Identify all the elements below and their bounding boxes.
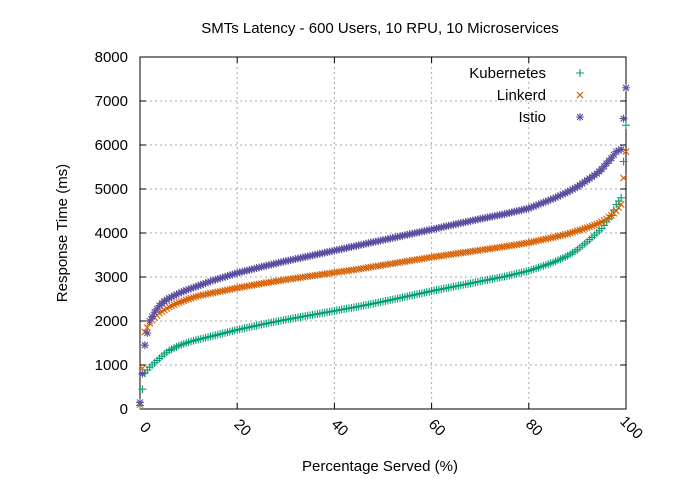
series-layer bbox=[135, 83, 631, 410]
data-point bbox=[167, 292, 176, 301]
legend-marker bbox=[575, 68, 585, 78]
x-tick-label: 0 bbox=[136, 419, 154, 437]
y-tick-label: 2000 bbox=[95, 313, 128, 330]
data-point bbox=[620, 174, 627, 182]
x-axis: 0 20 40 60 80 100 bbox=[136, 57, 646, 443]
legend-label: Linkerd bbox=[497, 87, 546, 104]
x-axis-label: Percentage Served (%) bbox=[302, 458, 458, 475]
chart-title: SMTs Latency - 600 Users, 10 RPU, 10 Mic… bbox=[201, 20, 559, 37]
data-point bbox=[617, 201, 625, 208]
data-point bbox=[135, 398, 145, 407]
y-axis: 0 1000 2000 3000 4000 5000 6000 7000 8000 bbox=[95, 49, 626, 418]
y-axis-label: Response Time (ms) bbox=[54, 164, 71, 302]
y-tick-label: 6000 bbox=[95, 137, 128, 154]
data-point bbox=[140, 341, 149, 350]
series-kubernetes bbox=[135, 121, 631, 410]
data-point bbox=[174, 289, 183, 298]
data-point bbox=[617, 145, 626, 154]
data-point bbox=[148, 312, 157, 321]
legend-label: Kubernetes bbox=[469, 65, 546, 82]
y-tick-label: 0 bbox=[120, 401, 128, 418]
data-point bbox=[619, 157, 628, 166]
data-point bbox=[138, 369, 147, 378]
data-point bbox=[143, 329, 152, 338]
y-tick-label: 3000 bbox=[95, 269, 128, 286]
data-point bbox=[615, 204, 623, 212]
grid bbox=[140, 57, 626, 409]
x-tick-label: 100 bbox=[616, 413, 646, 443]
data-point bbox=[612, 207, 620, 215]
data-point bbox=[139, 364, 146, 372]
plot-area bbox=[139, 56, 627, 410]
x-tick-label: 20 bbox=[230, 416, 254, 440]
y-tick-label: 1000 bbox=[95, 357, 128, 374]
legend-label: Istio bbox=[518, 109, 546, 126]
data-point bbox=[152, 304, 162, 313]
x-tick-label: 40 bbox=[328, 416, 352, 440]
x-tick-label: 80 bbox=[522, 416, 546, 440]
series-istio bbox=[135, 83, 631, 407]
data-point bbox=[143, 324, 151, 331]
data-point bbox=[621, 83, 631, 92]
y-tick-label: 8000 bbox=[95, 49, 128, 66]
data-point bbox=[619, 114, 628, 123]
y-tick-label: 7000 bbox=[95, 93, 128, 110]
data-point bbox=[138, 385, 147, 394]
data-point bbox=[617, 193, 626, 202]
y-tick-label: 4000 bbox=[95, 225, 128, 242]
data-point bbox=[189, 283, 198, 292]
data-point bbox=[621, 121, 631, 130]
legend-marker bbox=[576, 91, 584, 99]
y-tick-label: 5000 bbox=[95, 181, 128, 198]
legend: Kubernetes Linkerd Istio bbox=[469, 65, 585, 126]
x-tick-label: 60 bbox=[425, 416, 449, 440]
data-point bbox=[590, 171, 599, 180]
legend-marker bbox=[575, 112, 585, 122]
